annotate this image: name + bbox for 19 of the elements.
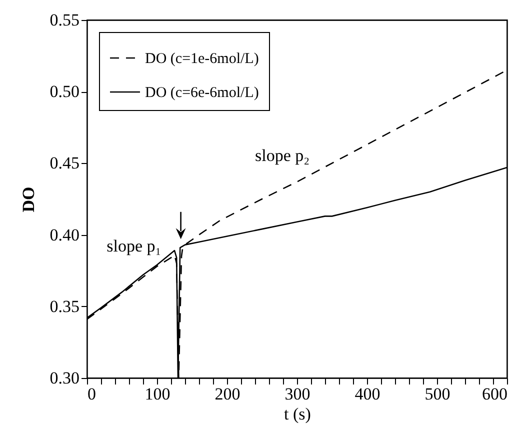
y-tick-label: 0.35 (50, 296, 80, 316)
legend-label: DO (c=6e-6mol/L) (145, 85, 259, 101)
y-tick-label: 0.45 (50, 154, 80, 173)
x-tick-label: 400 (354, 384, 380, 404)
y-tick-label: 0.30 (50, 368, 80, 388)
y-tick-label: 0.40 (50, 225, 80, 244)
x-tick-label: 300 (284, 384, 310, 404)
x-tick-label: 500 (424, 384, 450, 404)
y-axis-title: DO (18, 186, 38, 212)
x-tick-label: 600 (482, 384, 508, 404)
x-axis-title: t (s) (284, 404, 311, 424)
annotation: slope p₂ (255, 146, 310, 166)
annotation: slope p₁ (106, 236, 162, 256)
x-tick-label: 100 (144, 384, 170, 404)
legend-label: DO (c=1e-6mol/L) (145, 51, 259, 67)
x-tick-label: 0 (88, 384, 96, 404)
y-tick-label: 0.55 (50, 10, 80, 30)
y-tick-label: 0.50 (50, 82, 80, 102)
x-tick-label: 200 (214, 384, 240, 404)
